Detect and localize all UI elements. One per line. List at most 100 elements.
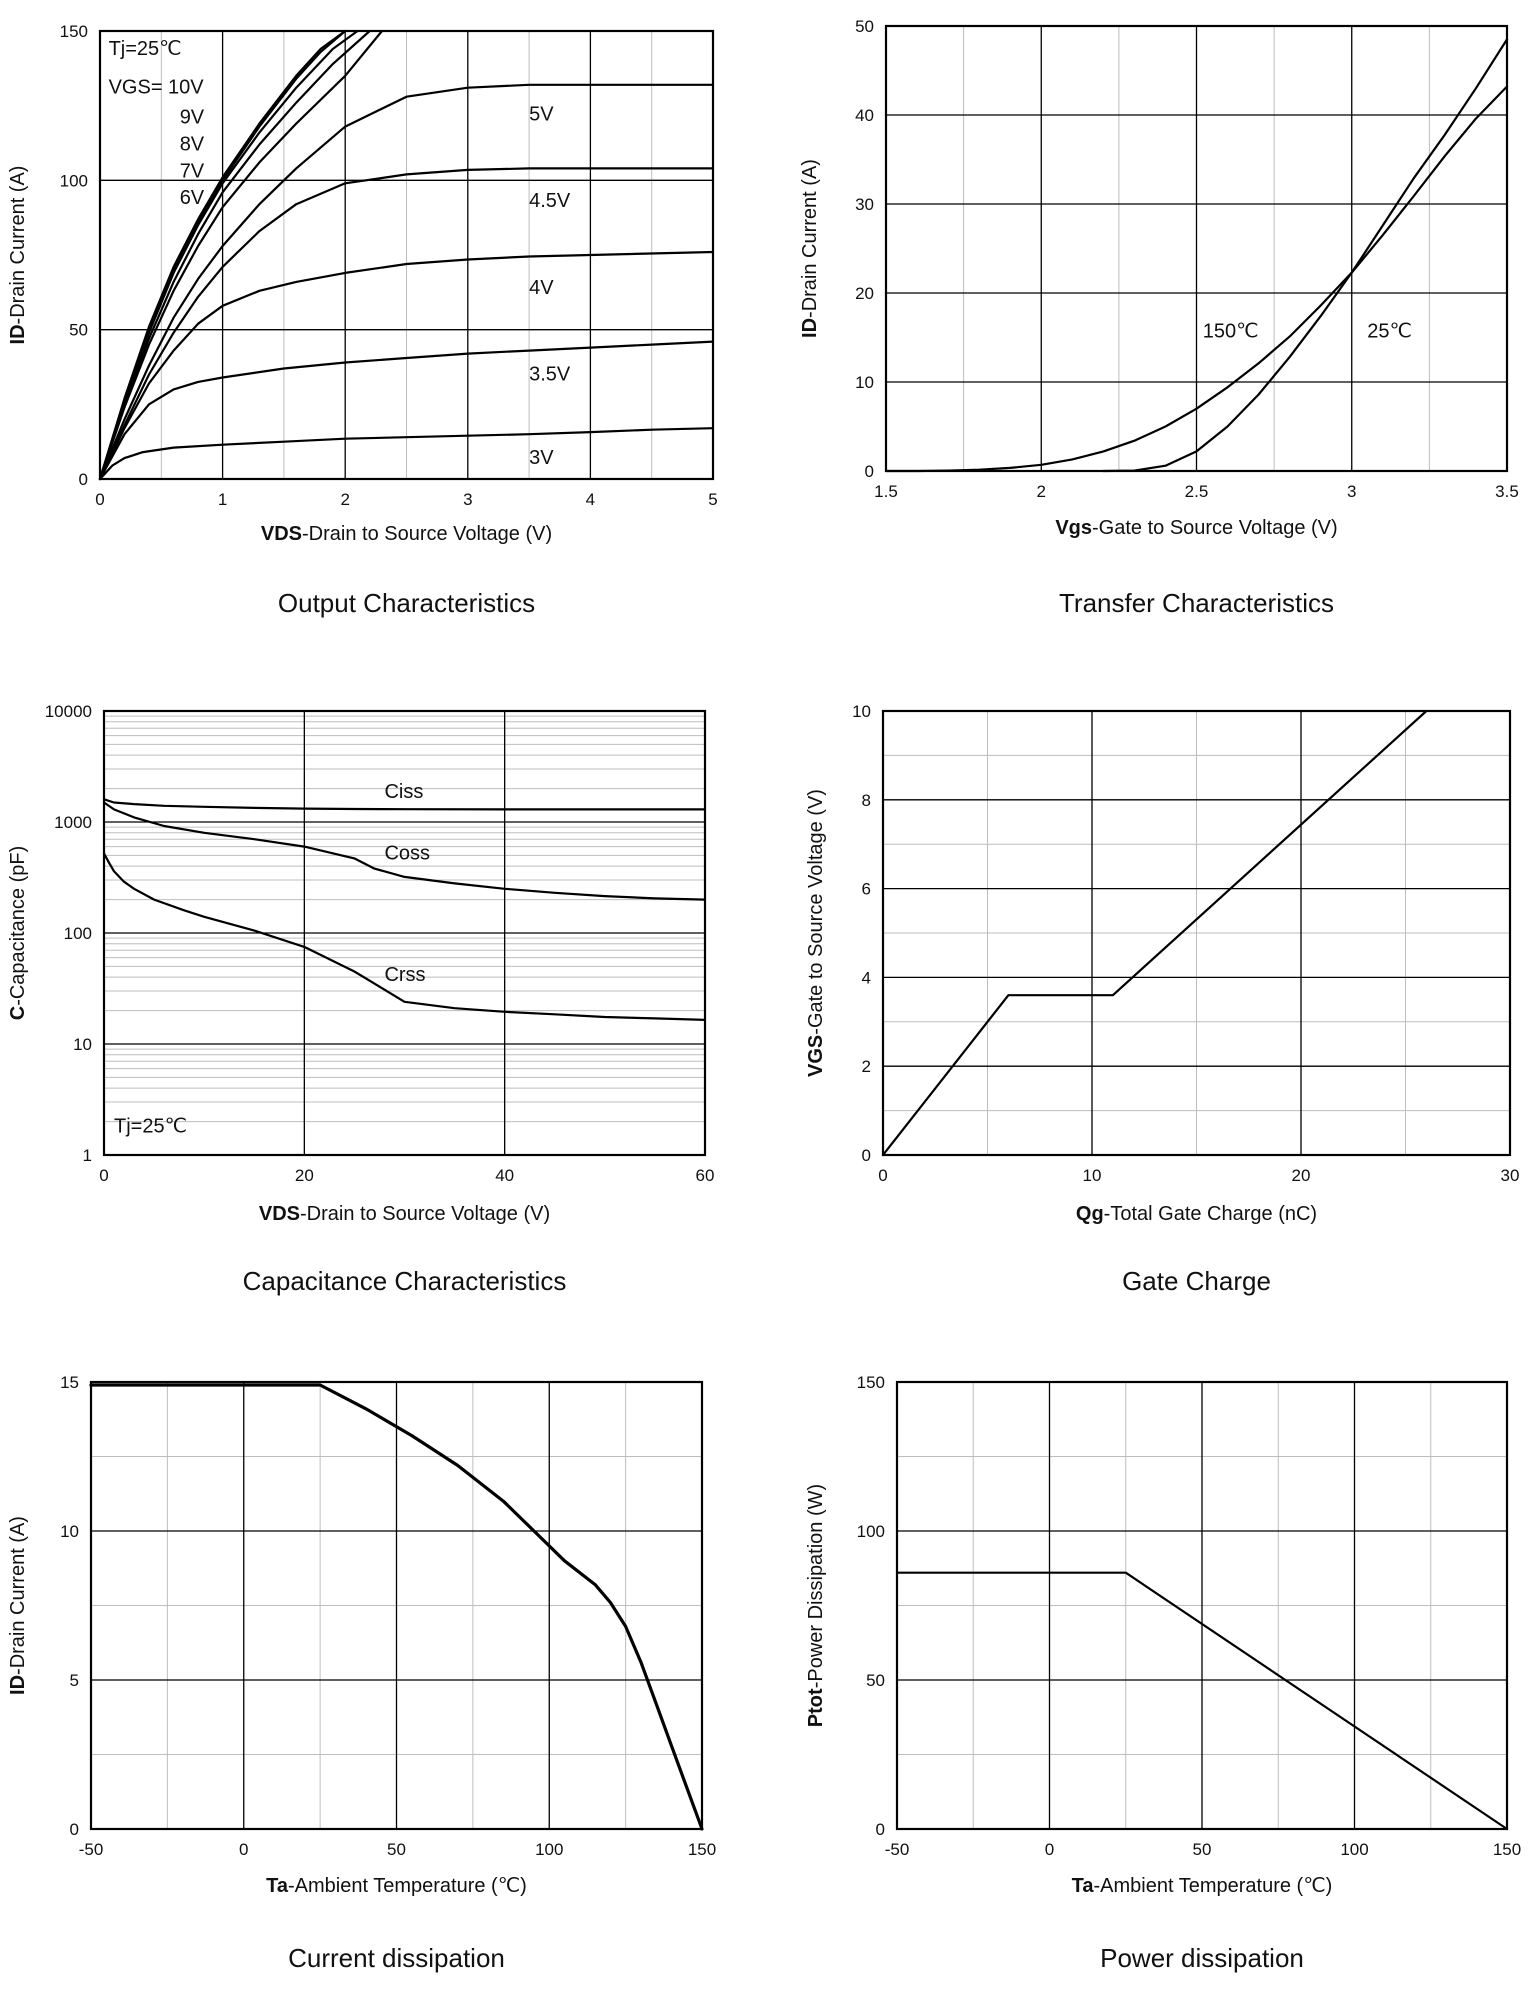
series-line-3V [98,427,715,481]
y-tick-label: 150 [857,1373,885,1392]
y-tick-label: 100 [857,1522,885,1541]
x-tick-label: 3 [1347,482,1356,501]
y-tick-label: 100 [60,171,88,190]
y-axis-label: ID-Drain Current (A) [799,159,821,338]
y-tick-label: 10 [60,1522,79,1541]
series-label: 5V [529,104,554,126]
series-line-4.5V [98,167,715,481]
y-tick-label: 150 [60,22,88,41]
x-tick-label: -50 [79,1840,104,1859]
annotation: 9V [180,107,205,129]
chart-title: Output Characteristics [278,588,535,618]
plot-frame [884,24,1509,473]
plot-frame [98,29,715,481]
chart-output: 0 1 2 3 4 50501001505V4.5V4V3.5V3VTj=25℃VGS= … [7,22,718,618]
y-tick-label: 50 [69,321,88,340]
series-line-5V [98,83,715,481]
x-axis-label: VDS-Drain to Source Voltage (V) [261,523,552,545]
y-tick-label: 1000 [54,813,92,832]
annotation: Tj=25℃ [109,38,182,60]
x-tick-label: 30 [1501,1166,1520,1185]
series-label: Coss [384,842,430,864]
x-tick-label: 2 [340,490,349,509]
plot-frame [881,709,1512,1157]
y-axis-label: ID-Drain Current (A) [7,166,29,345]
x-tick-label: 10 [1083,1166,1102,1185]
chart-transfer: 1.5 2 2.5 3 3.5 0 10 20 30 40 50 150℃ 25℃ Vgs-Gate to… [799,17,1519,618]
y-tick-label: 0 [865,462,874,481]
series-line-8V [98,29,359,481]
series-line-Coss [102,801,707,901]
y-tick-label: 10 [852,702,871,721]
x-tick-label: 1.5 [874,482,898,501]
x-tick-label: 3 [463,490,472,509]
y-tick-label: 10 [855,373,874,392]
x-tick-label: 100 [1340,1840,1368,1859]
annotation: 8V [180,133,205,155]
y-axis-label: ID-Drain Current (A) [7,1516,29,1695]
series-label: 3V [529,447,554,469]
x-axis-label: Ta-Ambient Temperature (℃) [1072,1875,1333,1897]
x-tick-label: 1 [218,490,227,509]
annotation: 6V [180,187,205,209]
x-tick-label: 100 [535,1840,563,1859]
y-tick-label: 50 [855,17,874,36]
y-axis-label: C-Capacitance (pF) [7,846,29,1021]
x-tick-label: 50 [1193,1840,1212,1859]
y-tick-label: 40 [855,106,874,125]
series-line [881,709,1428,1157]
x-tick-label: 60 [696,1166,715,1185]
x-tick-label: 0 [239,1840,248,1859]
x-axis-label: VDS-Drain to Source Voltage (V) [259,1203,550,1225]
series-line-7V [98,29,371,481]
y-tick-label: 4 [862,968,871,987]
x-axis-label: Qg-Total Gate Charge (nC) [1076,1203,1317,1225]
series-line-Ciss [102,798,707,811]
y-tick-label: 15 [60,1373,79,1392]
x-tick-label: 2.5 [1185,482,1209,501]
x-tick-label: 20 [295,1166,314,1185]
plot-frame [102,709,707,1157]
x-tick-label: -50 [885,1840,910,1859]
series-line-6V [98,29,384,481]
x-tick-label: 0 [1045,1840,1054,1859]
y-tick-label: 20 [855,284,874,303]
y-tick-label: 50 [866,1671,885,1690]
x-tick-label: 50 [387,1840,406,1859]
x-tick-label: 4 [586,490,595,509]
annotation: 25℃ [1367,321,1412,343]
annotation: 7V [180,160,205,182]
series-line-4V [98,250,715,481]
series-label: 4V [529,277,554,299]
chart-gatecharge: 0 10 20 30 0 2 4 6 8 10 Qg-Total Gate Charge (nC) V… [805,702,1519,1296]
chart-title: Gate Charge [1122,1266,1271,1296]
x-axis-label: Ta-Ambient Temperature (℃) [266,1875,527,1897]
series-line [89,1383,704,1831]
y-tick-label: 6 [862,880,871,899]
series-line-Crss [102,852,707,1022]
x-tick-label: 5 [708,490,717,509]
y-tick-label: 0 [876,1820,885,1839]
y-tick-label: 8 [862,791,871,810]
chart-title: Capacitance Characteristics [243,1266,567,1296]
series-line-150℃ [884,85,1509,473]
y-tick-label: 5 [70,1671,79,1690]
y-tick-label: 10000 [45,702,92,721]
plot-frame [895,1380,1509,1831]
chart-capacitance: 0 20 40 60 1 10 100 1000 10000 Ciss Coss Crss Tj=25℃… [7,702,714,1296]
x-axis-label: Vgs-Gate to Source Voltage (V) [1055,517,1337,539]
y-tick-label: 100 [64,924,92,943]
annotation: VGS= 10V [109,77,205,99]
series-line-25℃ [1102,38,1509,473]
y-tick-label: 0 [862,1146,871,1165]
chart-title: Transfer Characteristics [1059,588,1334,618]
annotation: 150℃ [1203,321,1259,343]
y-tick-label: 30 [855,195,874,214]
x-tick-label: 0 [99,1166,108,1185]
x-tick-label: 0 [95,490,104,509]
y-axis-label: Ptot-Power Dissipation (W) [805,1484,827,1727]
plot-frame [89,1380,704,1831]
